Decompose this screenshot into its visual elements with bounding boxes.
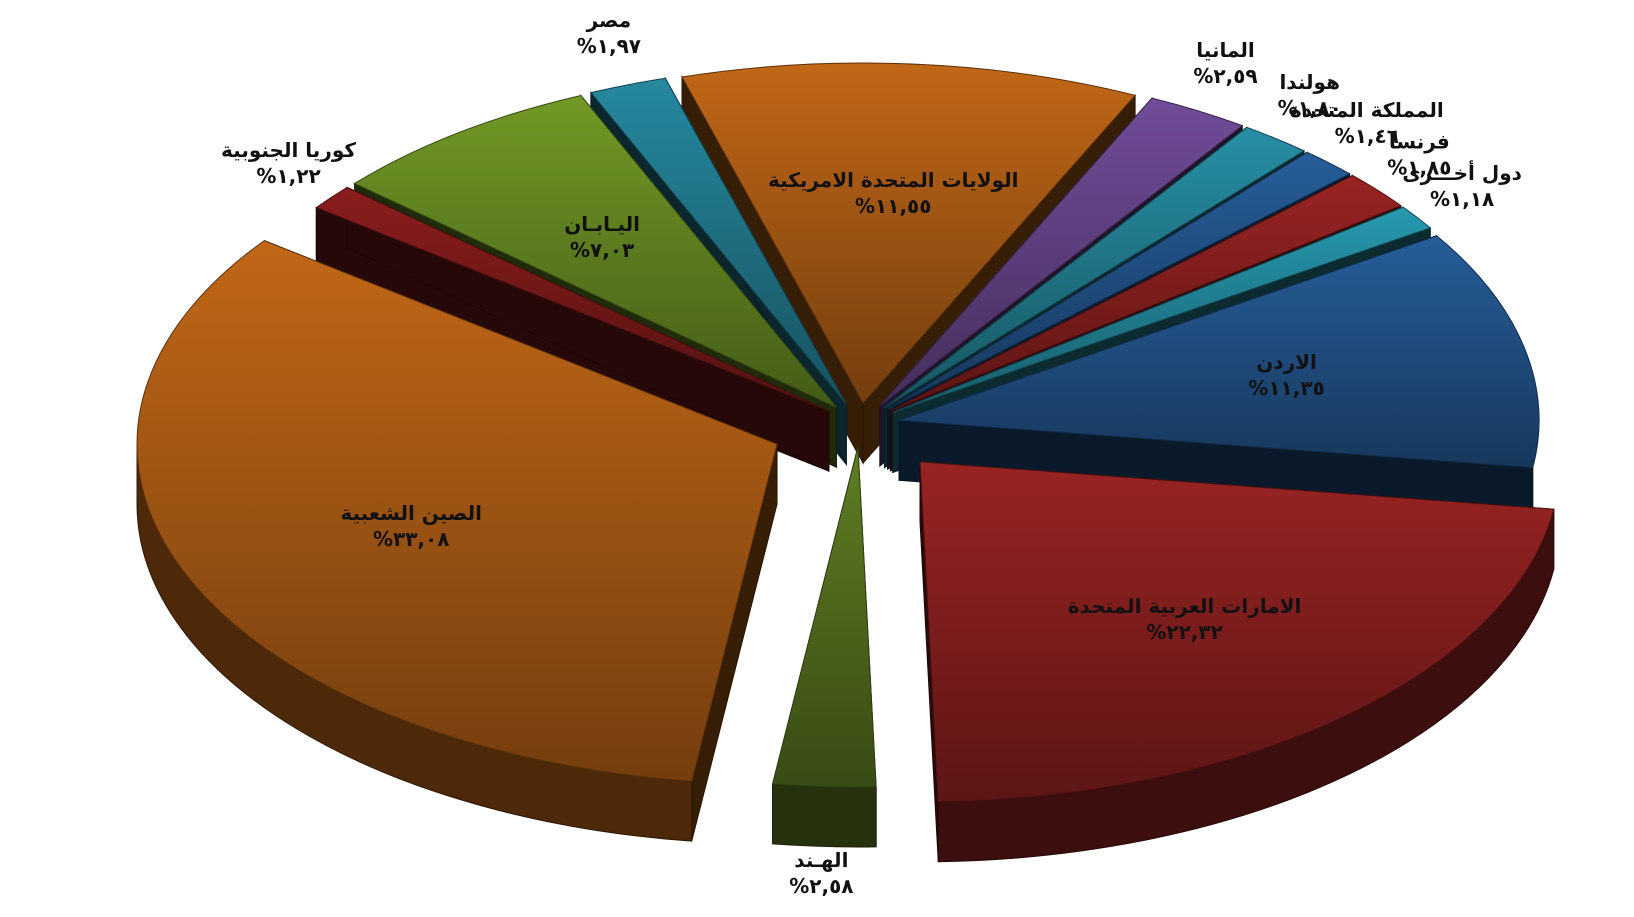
slice-value-label: %١١,٥٥ [855, 194, 931, 218]
slice-label: الولايات المتحدة الامريكية [768, 168, 1019, 192]
slice-label: الاردن [1256, 350, 1317, 374]
slice-label: الامارات العربية المتحدة [1068, 594, 1302, 618]
slice-label: المانيا [1196, 38, 1254, 62]
slice-value-label: %٣٣,٠٨ [373, 527, 449, 551]
pie-slice [771, 446, 877, 848]
slice-label: الهـند [794, 848, 848, 872]
slice-value-label: %١,٨٠ [1278, 96, 1342, 120]
slice-value-label: %١١,٣٥ [1248, 376, 1324, 400]
slice-label: مصر [586, 8, 632, 32]
pie-slice [315, 186, 830, 472]
slice-label: كوريا الجنوبية [221, 138, 356, 162]
slice-label: هولندا [1279, 70, 1340, 94]
slice-value-label: %١,٢٢ [256, 164, 320, 188]
slice-label: دول أخـــرى [1402, 159, 1522, 185]
slice-label: اليـابـان [564, 212, 640, 236]
slice-value-label: %٢,٥٨ [789, 874, 853, 898]
slice-value-label: %٢,٥٩ [1193, 64, 1257, 88]
slice-label: المملكة المتحدة [1290, 98, 1444, 122]
pie-slice [136, 239, 778, 842]
slice-value-label: %٧,٠٣ [570, 238, 634, 262]
slice-value-label: %١,٩٧ [577, 34, 641, 58]
slice-value-label: %١,٨٥ [1387, 155, 1451, 179]
slice-label: الصين الشعبية [340, 501, 482, 525]
slice-value-label: %١,١٨ [1430, 187, 1494, 211]
pie-slice [919, 461, 1555, 863]
slice-value-label: %٢٢,٣٢ [1146, 620, 1222, 644]
slice-value-label: %١,٤٦ [1335, 124, 1399, 148]
slice-label: فرنسا [1389, 129, 1450, 153]
